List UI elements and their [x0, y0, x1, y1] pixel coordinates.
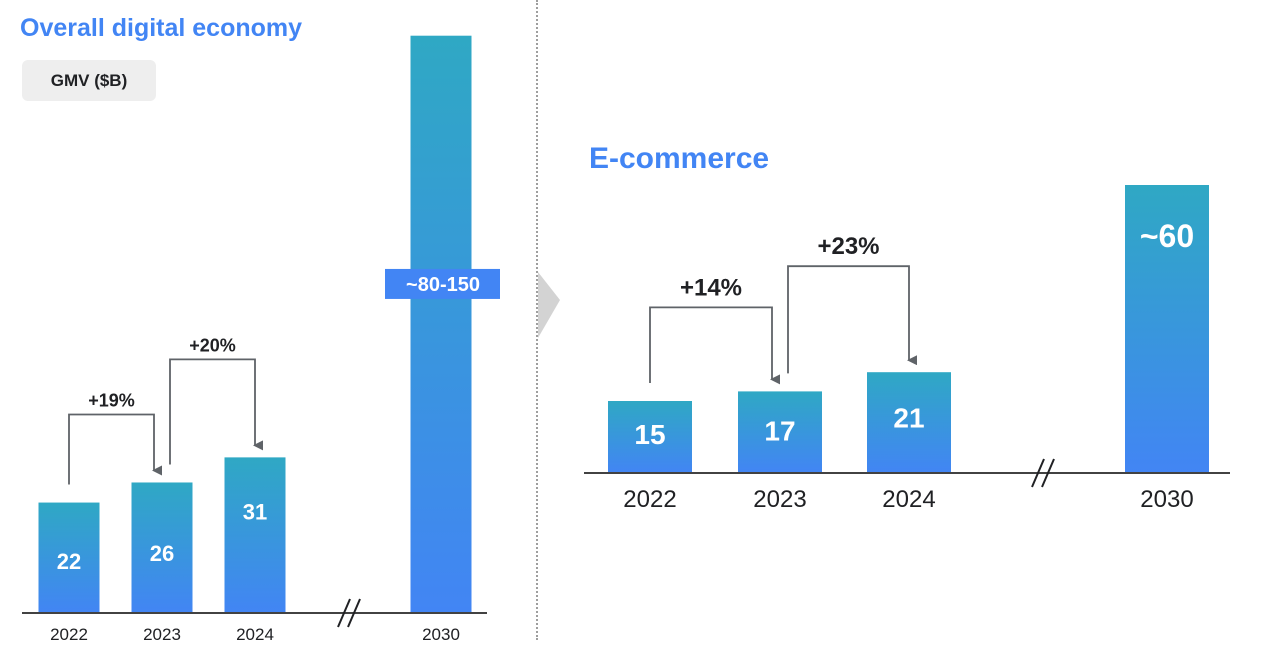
x-tick-2024: 2024 [882, 486, 935, 513]
x-tick-2022: 2022 [50, 625, 88, 644]
value-label-2024: 31 [243, 499, 267, 524]
growth-label-2023-2024: +20% [189, 335, 236, 355]
growth-label-2022-2023: +19% [88, 390, 135, 410]
growth-label-2022-2023: +14% [680, 274, 742, 301]
value-label-2023: 26 [150, 541, 174, 566]
bar-2024 [224, 457, 286, 613]
value-label-box [385, 268, 500, 299]
bar-2023 [738, 391, 822, 473]
axis-break-mark [1031, 458, 1045, 488]
overall-digital-economy-title: Overall digital economy [20, 14, 303, 42]
value-label-2030: ~80-150 [406, 274, 480, 296]
bar-2030 [410, 35, 472, 613]
bar-2022 [38, 502, 100, 613]
value-label-2022: 22 [57, 549, 81, 574]
bar-2024 [867, 372, 951, 473]
growth-arrow-2023-2024 [787, 265, 917, 374]
growth-arrow-2022-2023 [649, 306, 780, 385]
e-commerce-title: E-commerce [589, 142, 770, 175]
value-label-2023: 17 [764, 415, 795, 446]
x-tick-2023: 2023 [143, 625, 181, 644]
x-tick-2022: 2022 [623, 486, 676, 513]
bar-2023 [131, 482, 193, 613]
axis-break-mark [337, 598, 351, 628]
axis-break-mark [347, 598, 361, 628]
x-tick-2023: 2023 [753, 486, 806, 513]
growth-arrow-2023-2024 [169, 358, 263, 465]
x-tick-2030: 2030 [422, 625, 460, 644]
unit-badge: GMV ($B) [22, 60, 156, 101]
value-label-2024: 21 [893, 403, 924, 434]
bar-2022 [608, 401, 692, 473]
growth-arrow-2022-2023 [68, 413, 162, 485]
chevron-right-icon [538, 272, 560, 338]
value-label-2022: 15 [634, 419, 665, 450]
panel-divider [536, 0, 538, 640]
growth-label-2023-2024: +23% [817, 233, 879, 260]
axis-break-mark [1041, 458, 1055, 488]
bar-2030 [1125, 185, 1209, 473]
x-tick-2030: 2030 [1140, 486, 1193, 513]
value-label-2030: ~60 [1140, 218, 1194, 254]
x-tick-2024: 2024 [236, 625, 274, 644]
